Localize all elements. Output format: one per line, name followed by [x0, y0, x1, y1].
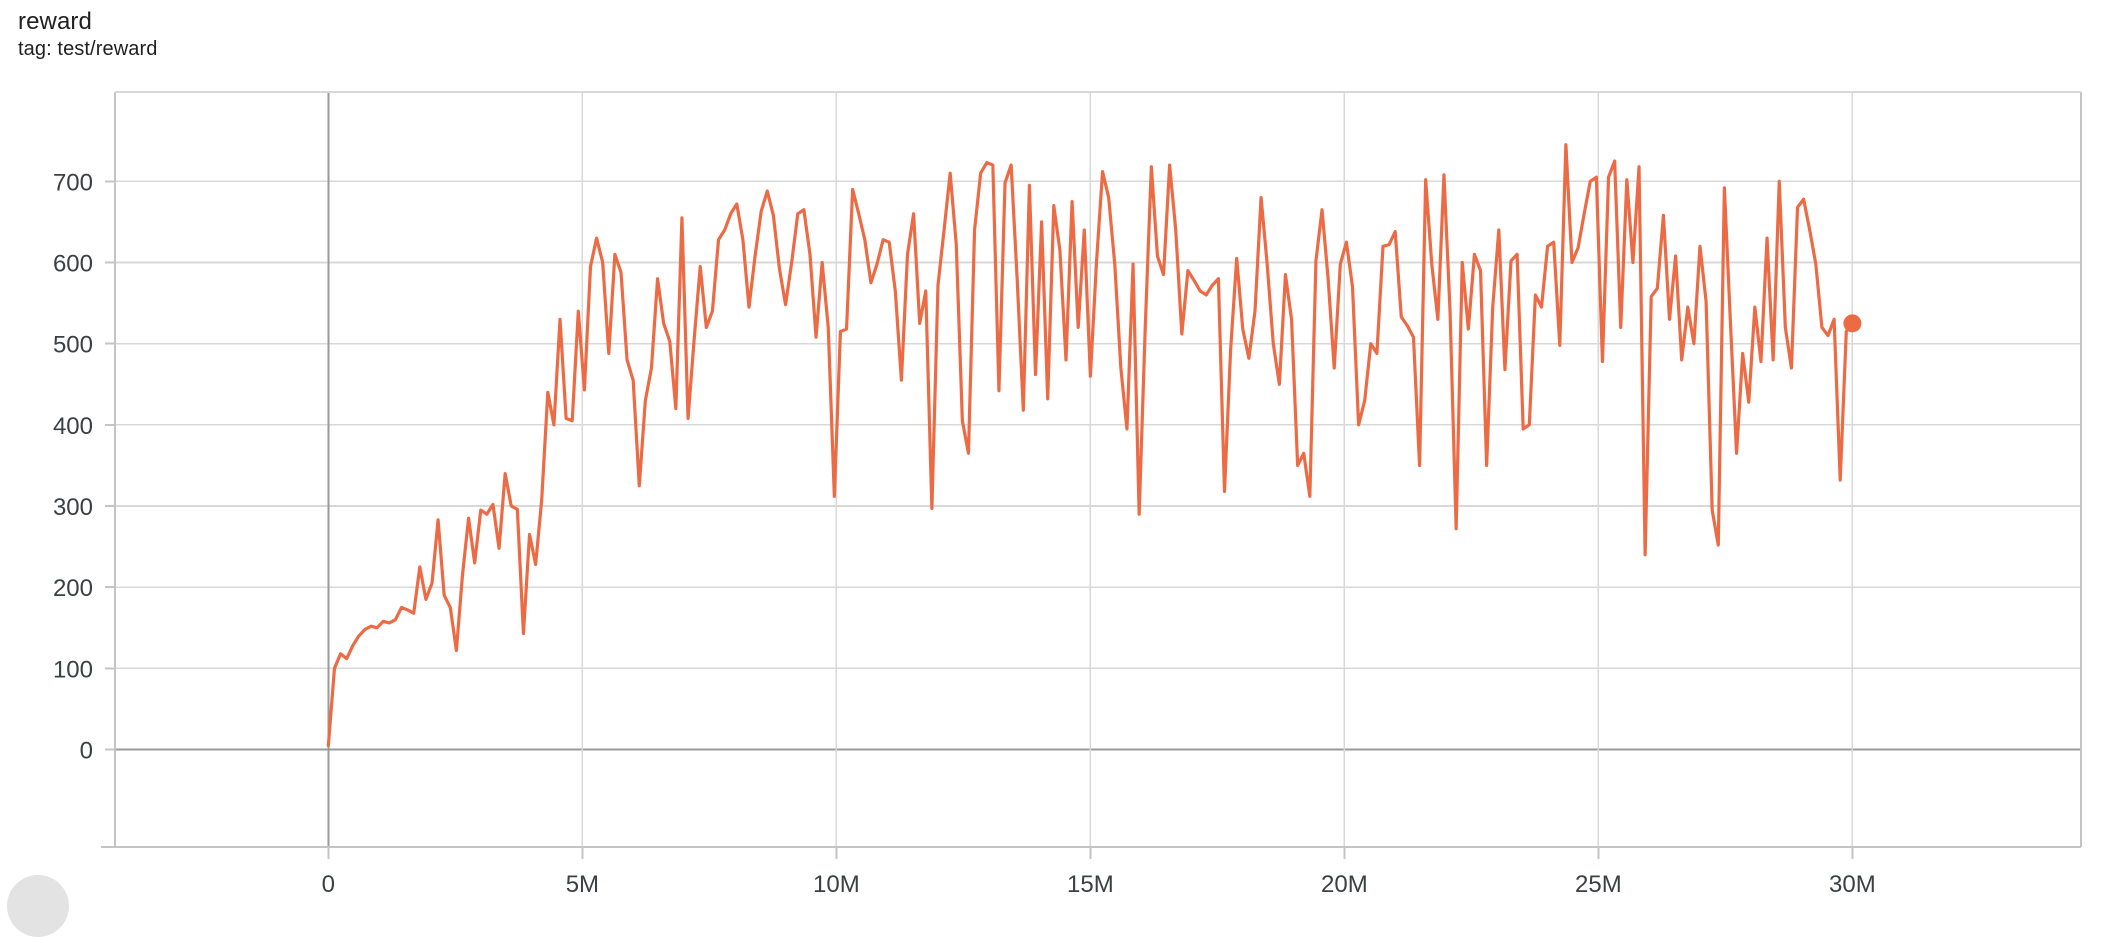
tick-labels-group: 0 100 200 300 400 500 600 700 0 5M 10M 15M 20M 25M 30M	[53, 169, 1876, 898]
axes-group	[101, 91, 2082, 848]
end-marker-group	[1843, 314, 1862, 333]
x-axis-tick-label: 0	[322, 871, 335, 898]
plot-area[interactable]: 0 100 200 300 400 500 600 700 0 5M 10M 15M 20M 25M 30M	[0, 0, 2106, 902]
y-axis-tick-label: 600	[53, 250, 93, 277]
chart-tag-label: tag: test/reward	[18, 38, 158, 61]
y-axis-tick-label: 300	[53, 494, 93, 521]
reward-line-chart[interactable]: 0 100 200 300 400 500 600 700 0 5M 10M 15M 20M 25M 30M	[0, 0, 2106, 902]
series-line-0	[326, 143, 1854, 748]
x-axis-tick-label: 15M	[1067, 871, 1114, 898]
page-title: reward	[18, 8, 92, 35]
tickmarks-group	[105, 180, 1854, 859]
x-axis-tick-label: 10M	[813, 871, 860, 898]
y-axis-tick-label: 200	[53, 575, 93, 602]
x-axis-tick-label: 30M	[1829, 871, 1876, 898]
circle-fab-icon[interactable]	[7, 875, 69, 937]
y-axis-tick-label: 500	[53, 332, 93, 359]
gridlines-group	[115, 92, 2081, 847]
series-end-marker	[1843, 314, 1862, 333]
x-axis-tick-label: 25M	[1575, 871, 1622, 898]
y-axis-tick-label: 100	[53, 656, 93, 683]
x-axis-tick-label: 5M	[566, 871, 599, 898]
x-axis-tick-label: 20M	[1321, 871, 1368, 898]
y-axis-tick-label: 400	[53, 413, 93, 440]
y-axis-tick-label: 0	[80, 738, 93, 765]
series-group	[326, 143, 1854, 748]
chart-header: reward tag: test/reward	[18, 8, 157, 62]
y-axis-tick-label: 700	[53, 169, 93, 196]
